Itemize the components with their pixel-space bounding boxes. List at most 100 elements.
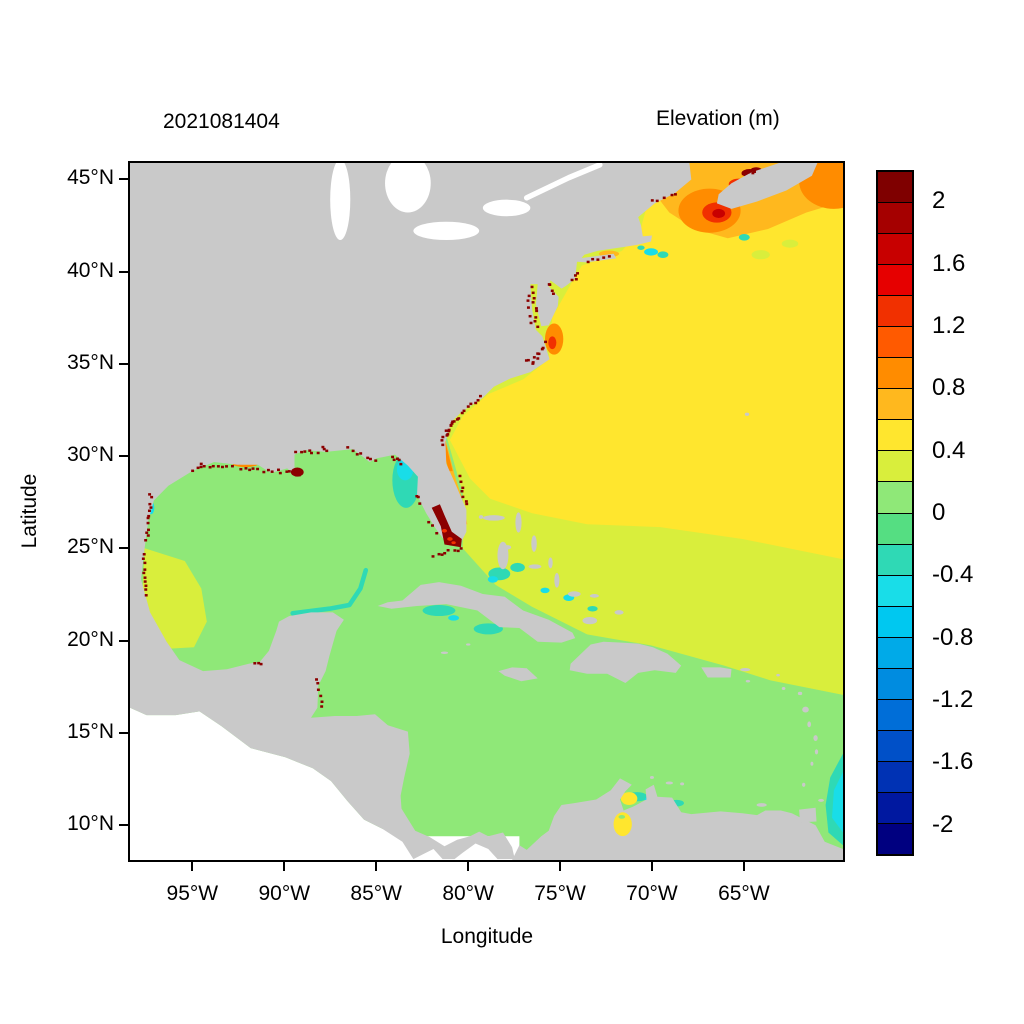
land-lesser-antilles-2 [776,673,780,677]
great-lakes-3 [482,199,531,217]
intertidal-speckles-6-2 [355,453,359,456]
intertidal-speckles-12-6 [544,340,547,344]
sable-yellow-green-1 [751,250,770,260]
colorbar-cell-2 [878,233,912,265]
intertidal-speckles-12-0 [531,362,535,365]
land-bahamas-7 [567,591,581,597]
intertidal-speckles-24-0 [524,359,528,362]
intertidal-speckles-16-3 [576,272,580,275]
colorbar-tick-label--0.8: -0.8 [932,623,974,651]
intertidal-speckles-5-0 [321,445,325,449]
colorbar-tick-label--2: -2 [932,810,954,838]
timestamp-title: 2021081404 [163,110,280,133]
intertidal-speckles-23-1 [440,439,444,442]
y-tick-30°N [119,455,128,458]
land-caymans-bermuda-1 [466,643,471,646]
intertidal-speckles-8-0 [415,494,419,498]
intertidal-speckles-6-6 [374,459,378,462]
intertidal-speckles-12-5 [541,346,545,350]
intertidal-speckles-2-2 [208,466,212,469]
intertidal-speckles-26-1 [431,524,434,527]
intertidal-speckles-7-3 [397,458,401,462]
intertidal-speckles-2-7 [230,464,234,468]
intertidal-speckles-3-3 [251,467,255,470]
map-svg [130,163,843,860]
intertidal-speckles-2-6 [225,465,228,468]
intertidal-speckles-6-5 [369,457,372,461]
intertidal-speckles-21-5 [320,705,324,708]
intertidal-speckles-11-6 [476,399,480,402]
intertidal-speckles-21-1 [316,681,320,685]
intertidal-speckles-14-3 [526,299,530,302]
colorbar-cell-15 [878,636,912,668]
nantucket-cyan [644,248,658,256]
intertidal-speckles-1-1 [141,557,145,560]
anamaria-teal [473,623,503,635]
atlantic-yellow [449,163,843,560]
gulf-venezuela-yellow [620,792,638,805]
intertidal-speckles-3-10 [285,470,289,473]
colorbar-cell-3 [878,264,912,296]
intertidal-speckles-23-4 [449,424,453,427]
x-tick-label-85°W: 85°W [350,882,402,905]
intertidal-speckles-7-1 [392,458,396,462]
intertidal-speckles-0-7 [146,521,150,525]
intertidal-speckles-22-5 [453,549,457,552]
x-tick-70°W [650,862,653,871]
intertidal-speckles-23-5 [451,420,455,424]
intertidal-speckles-0-3 [149,506,153,509]
intertidal-speckles-5-1 [322,447,326,451]
land-nova-scotia [716,163,818,209]
intertidal-speckles-2-5 [221,465,224,469]
y-tick-25°N [119,547,128,550]
intertidal-speckles-3-8 [277,468,280,472]
colorbar-tick-label-2: 2 [932,187,946,215]
land-lesser-antilles-14 [649,775,654,779]
land-cuba [377,582,576,643]
y-tick-35°N [119,362,128,365]
intertidal-speckles-3-7 [270,470,274,473]
intertidal-speckles-3-1 [244,467,248,470]
land-lesser-antilles-12 [756,803,767,807]
intertidal-speckles-3-12 [294,470,298,473]
intertidal-speckles-13-0 [536,325,540,329]
intertidal-speckles-5-2 [325,449,329,453]
intertidal-speckles-22-1 [437,552,441,556]
intertidal-speckles-11-2 [462,409,466,413]
mayaguana-teal [587,605,598,612]
intertidal-speckles-13-1 [533,320,537,323]
intertidal-speckles-15-1 [550,289,554,293]
intertidal-speckles-22-7 [459,547,463,550]
y-tick-label-40°N: 40°N [67,258,114,282]
y-tick-label-20°N: 20°N [67,627,114,651]
intertidal-speckles-9-2 [461,486,465,490]
intertidal-speckles-22-0 [431,555,435,558]
intertidal-speckles-18-0 [650,199,654,202]
intertidal-speckles-0-10 [146,534,150,537]
map-plot-area [128,161,845,862]
intertidal-speckles-22-2 [440,553,444,556]
intertidal-speckles-14-1 [528,314,532,318]
intertidal-speckles-13-3 [535,309,539,313]
land-lesser-antilles-1 [745,679,751,683]
colorbar-cell-5 [878,326,912,358]
lake-maracaibo-green [618,815,626,819]
colorbar-cell-0 [878,172,912,203]
land-bahamas-0 [482,515,505,521]
colorbar-cell-11 [878,512,912,544]
florida-red-dots-1 [451,541,456,545]
intertidal-speckles-20-0 [253,662,257,665]
y-tick-label-10°N: 10°N [67,812,114,836]
intertidal-speckles-17-1 [591,257,595,261]
intertidal-speckles-3-0 [239,467,243,471]
bahama-bank-cyan [487,576,499,583]
great-lakes-1 [385,163,431,213]
x-tick-90°W [283,862,286,871]
intertidal-speckles-11-4 [469,402,473,406]
intertidal-speckles-9-4 [461,495,465,499]
colorbar-tick-label-1.6: 1.6 [932,249,966,277]
hatteras-red [548,336,557,350]
intertidal-speckles-20-1 [257,661,261,665]
intertidal-speckles-18-4 [673,193,677,196]
x-tick-label-80°W: 80°W [442,882,494,905]
